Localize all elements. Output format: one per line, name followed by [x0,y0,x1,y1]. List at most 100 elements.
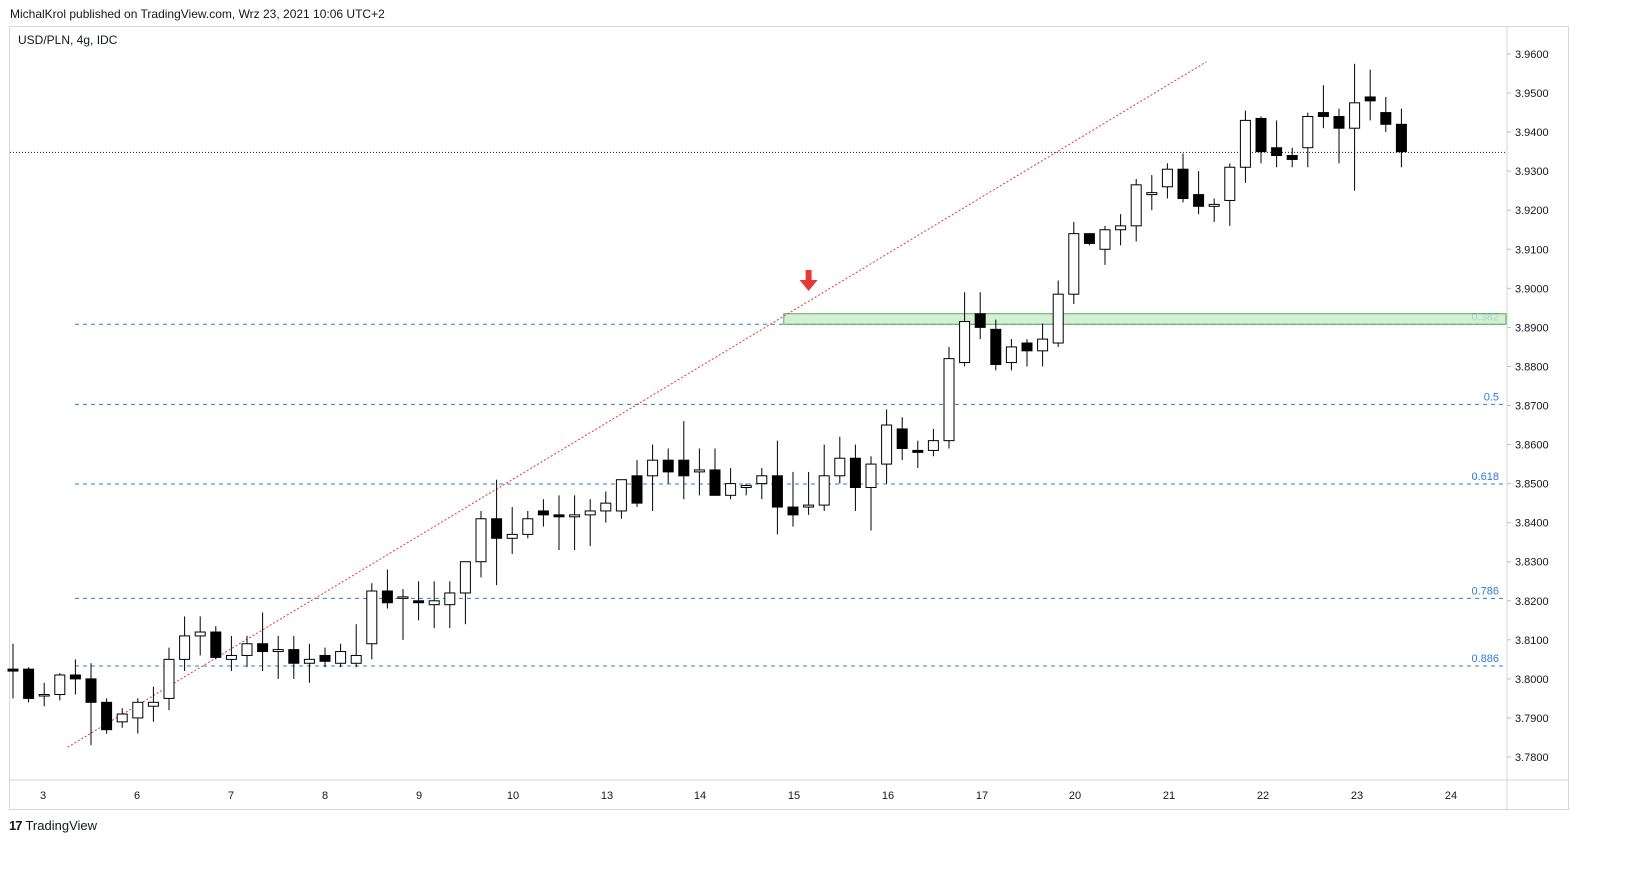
candle-body [1177,168,1189,200]
candle-body [725,483,737,496]
candle [756,467,768,500]
candle-body [38,694,50,697]
time-axis: 3 6 7 8 9 10 13 14 15 16 17 20 21 22 23 24 [40,790,1457,802]
candle [818,444,830,511]
candle [1083,233,1095,246]
candle-body [257,643,269,653]
candles [7,63,1407,746]
candle [1380,96,1392,133]
candle [101,698,113,734]
candle [522,510,534,539]
time-tick-label: 24 [1445,790,1457,802]
price-tick-label: 3.8600 [1515,440,1549,452]
candle [475,510,487,578]
candle-body [849,457,861,489]
candle [1208,198,1220,222]
candle-body [912,449,924,453]
candle-body [771,475,783,508]
time-tick-label: 17 [976,790,988,802]
candle [257,612,269,672]
candle [662,448,674,484]
price-tick-label: 3.8500 [1515,479,1549,491]
candle [444,581,456,629]
price-tick-label: 3.7800 [1515,752,1549,764]
candle-body [54,674,66,696]
candle [849,444,861,511]
candle [1239,110,1251,183]
candle-body [787,506,799,516]
candle [1255,116,1267,164]
candle-body [350,654,362,664]
candle [693,448,705,496]
candle-body [584,510,596,516]
candle-body [319,654,331,662]
trendline [67,61,1207,748]
price-tick-label: 3.8000 [1515,674,1549,686]
candle [116,708,128,728]
candle [615,479,627,519]
candle-body [1037,338,1049,352]
candle [896,417,908,461]
candle-body [740,485,752,489]
candle [927,428,939,457]
candle [7,643,19,699]
candle [335,643,347,668]
candle [225,635,237,672]
fib-label: 0.5 [1484,391,1499,403]
candle-body [1349,102,1361,129]
candle-body [147,701,159,707]
candle [631,460,643,508]
time-tick-label: 22 [1257,790,1269,802]
candle [678,421,690,500]
price-axis: 3.7800 3.7900 3.8000 3.8100 3.8200 3.8300 3.84… [1507,49,1549,764]
candle-body [927,440,939,451]
candle-body [132,701,144,719]
candle [319,647,331,668]
candle [69,659,81,695]
candle [787,471,799,527]
candle [569,495,581,551]
candle [803,471,815,515]
candle [1115,214,1127,246]
candle-body [366,590,378,645]
candle [1364,69,1376,121]
candle-body [397,596,409,599]
candle-body [69,674,81,680]
candle-body [210,631,222,658]
candle-body [678,459,690,477]
candle [1271,120,1283,168]
candle [865,456,877,531]
candle-body [459,561,471,594]
candle-body [1115,225,1127,231]
candle-body [1380,112,1392,125]
candle [147,686,159,722]
price-tick-label: 3.9400 [1515,127,1549,139]
time-tick-label: 13 [601,790,613,802]
time-tick-label: 16 [882,790,894,802]
candle-body [303,658,315,664]
candle-body [818,475,830,506]
candle [506,507,518,554]
price-tick-label: 3.9600 [1515,49,1549,61]
price-tick-label: 3.8100 [1515,635,1549,647]
candle-body [1099,229,1111,250]
price-tick-label: 3.8400 [1515,518,1549,530]
candle [553,495,565,551]
candle-body [506,533,518,539]
candle [1161,163,1173,199]
candle [1037,323,1049,367]
candle-body [1395,123,1407,153]
time-tick-label: 15 [788,790,800,802]
candle-body [615,479,627,512]
candle [834,436,846,484]
candle [1099,225,1111,265]
candle [1193,171,1205,215]
candle [381,569,393,609]
candle [990,319,1002,371]
candle-body [803,504,815,508]
candle [912,440,924,468]
candle-body [1255,117,1267,153]
candle [959,292,971,367]
